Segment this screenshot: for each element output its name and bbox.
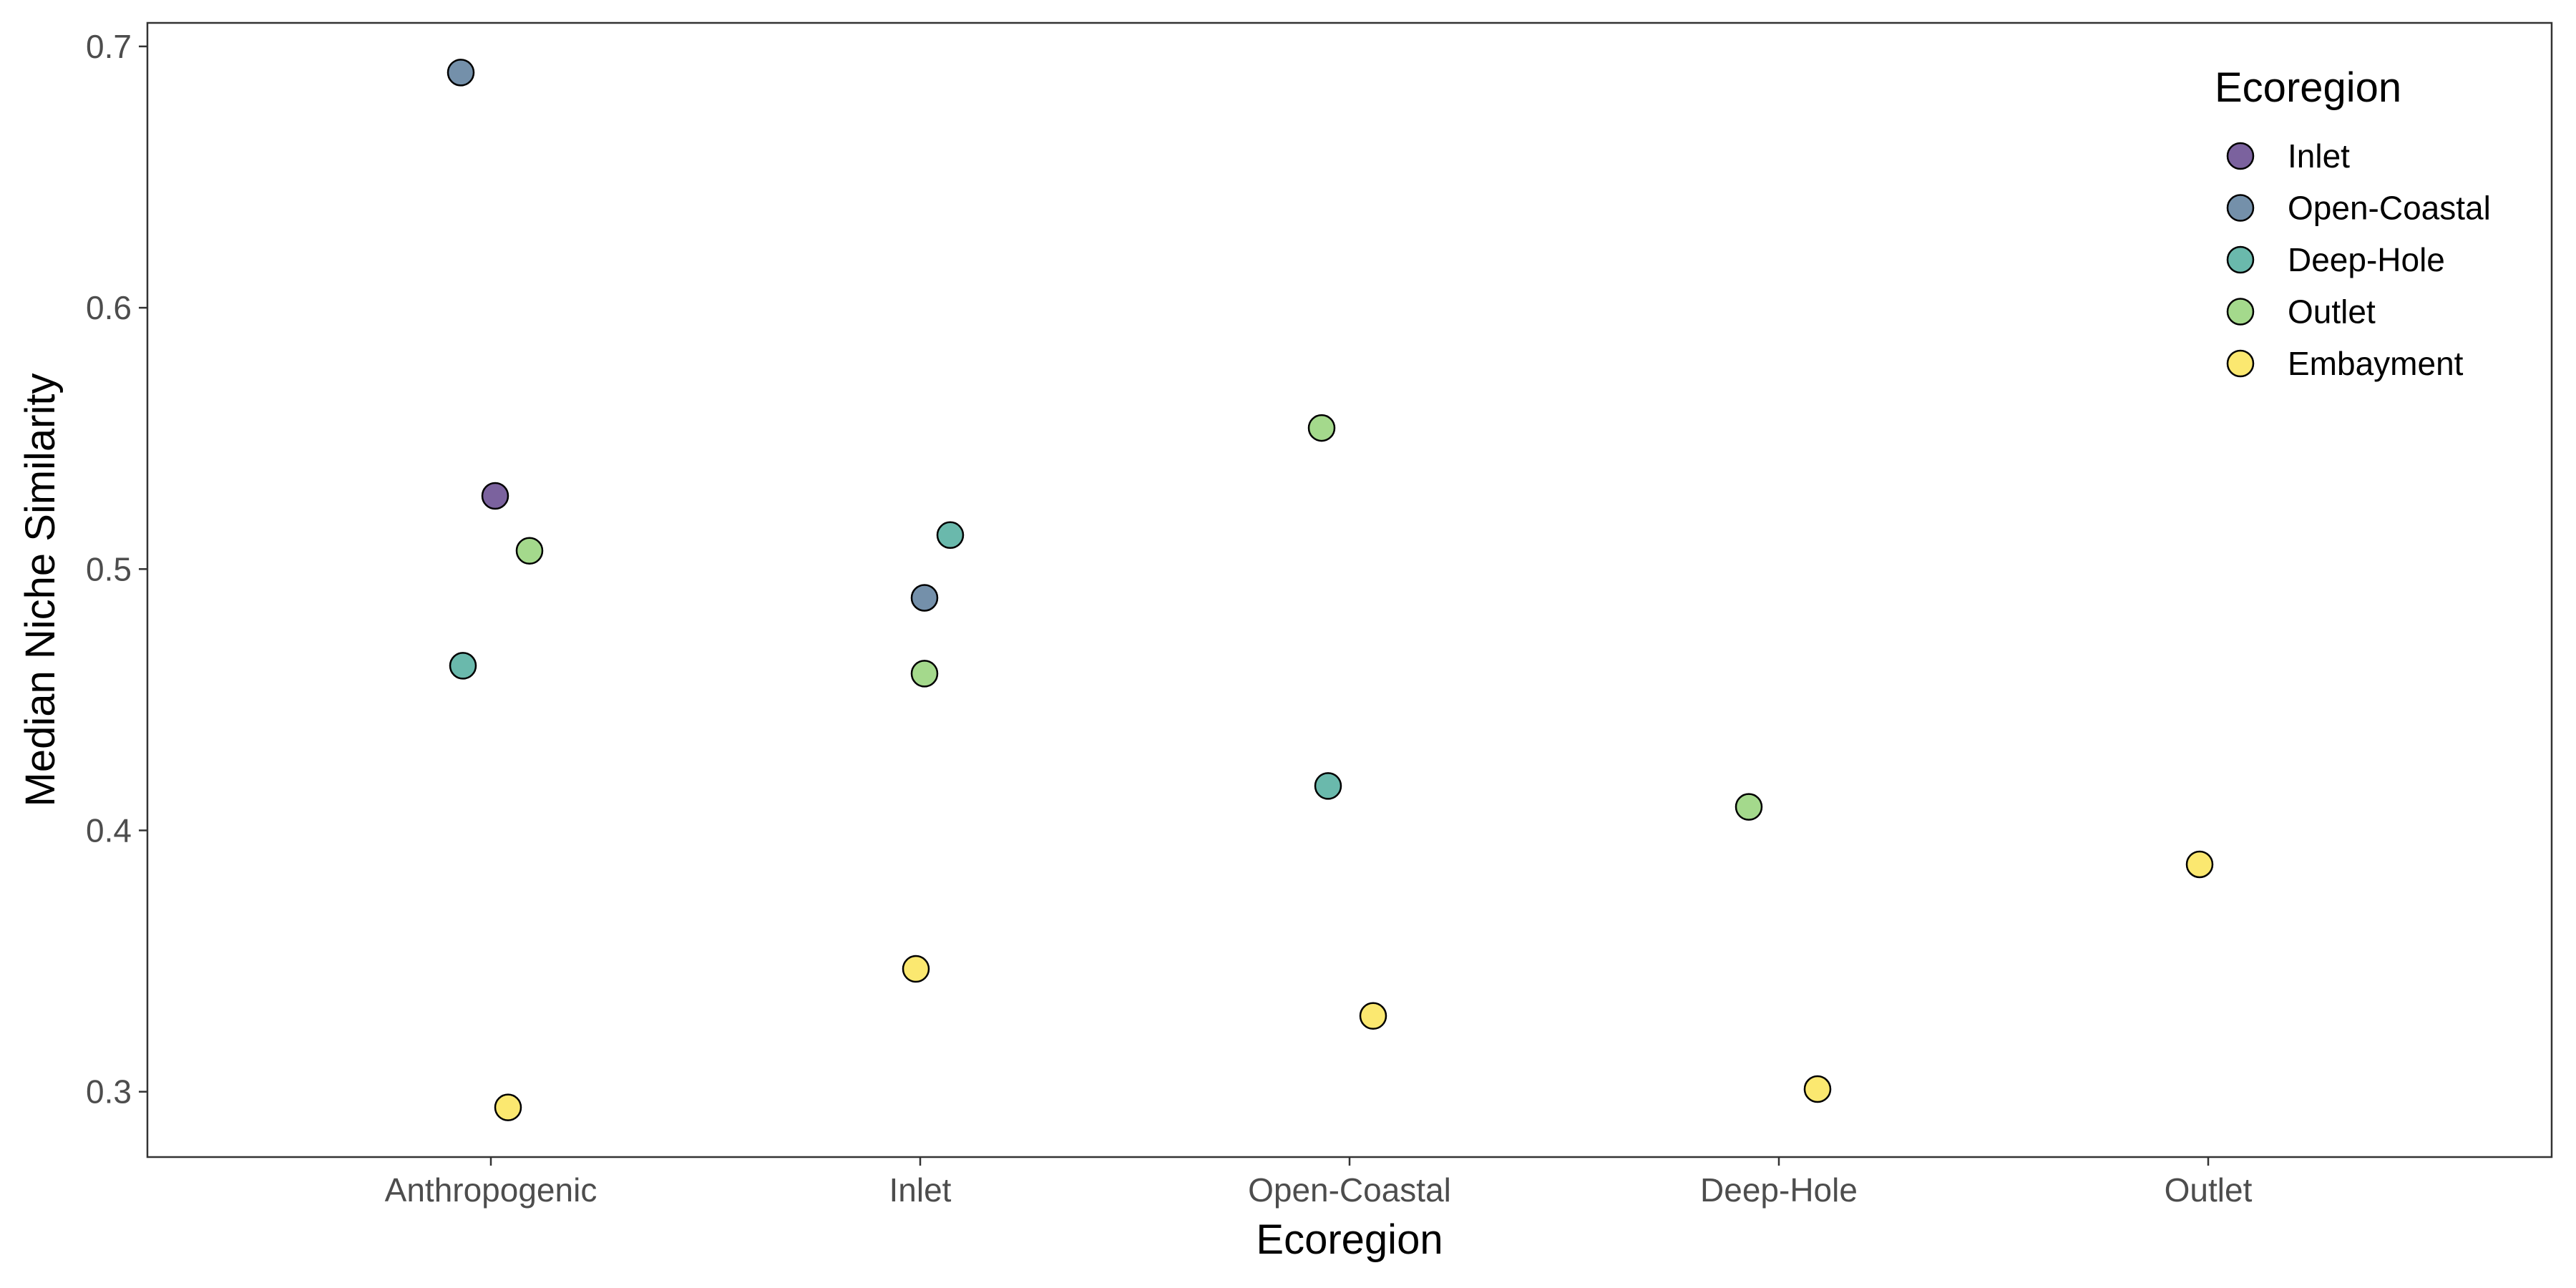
x-axis-title: Ecoregion	[1256, 1216, 1443, 1263]
y-axis-title: Median Niche Similarity	[17, 374, 64, 807]
data-point	[481, 482, 509, 510]
x-tick-label: Inlet	[889, 1171, 952, 1209]
legend-label: Open-Coastal	[2288, 190, 2491, 227]
x-tick-label: Open-Coastal	[1248, 1171, 1451, 1209]
data-points	[447, 59, 2214, 1121]
legend-key	[2226, 298, 2255, 326]
x-tick-label: Deep-Hole	[1700, 1171, 1858, 1209]
data-point	[515, 537, 544, 565]
data-point	[910, 660, 939, 688]
data-point	[936, 521, 965, 550]
legend-label: Inlet	[2288, 137, 2350, 175]
y-tick-label: 0.4	[86, 811, 132, 849]
y-tick-label: 0.5	[86, 550, 132, 587]
data-point	[1803, 1075, 1832, 1103]
y-axis: 0.3 0.4 0.5 0.6 0.7	[86, 28, 147, 1111]
legend-item: Deep-Hole	[2226, 241, 2445, 278]
data-point	[447, 59, 475, 87]
data-point	[1735, 793, 1763, 821]
plot-panel-border	[146, 21, 2553, 1158]
legend-item: Open-Coastal	[2226, 190, 2491, 227]
x-tick-label: Outlet	[2165, 1171, 2253, 1209]
legend-label: Embayment	[2288, 345, 2464, 382]
data-point	[1307, 414, 1336, 442]
legend-key	[2226, 245, 2255, 274]
y-tick-label: 0.3	[86, 1073, 132, 1111]
y-tick-label: 0.6	[86, 289, 132, 326]
data-point	[910, 584, 939, 612]
data-point	[2185, 850, 2214, 879]
legend-key	[2226, 349, 2255, 378]
data-point	[1359, 1002, 1387, 1030]
legend-item: Inlet	[2226, 137, 2350, 175]
x-axis: Anthropogenic Inlet Open-Coastal Deep-Hole O…	[385, 1157, 2253, 1209]
legend-item: Embayment	[2226, 345, 2464, 382]
legend-key	[2226, 194, 2255, 222]
data-point	[494, 1093, 522, 1121]
y-tick-label: 0.7	[86, 28, 132, 65]
legend: Ecoregion Inlet Open-Coastal Deep-Hole Outl…	[2215, 64, 2491, 382]
legend-label: Deep-Hole	[2288, 241, 2445, 278]
legend-key	[2226, 142, 2255, 170]
legend-title: Ecoregion	[2215, 64, 2401, 111]
data-point	[902, 955, 930, 983]
x-tick-label: Anthropogenic	[385, 1171, 597, 1209]
legend-item: Outlet	[2226, 293, 2376, 331]
data-point	[1314, 772, 1342, 800]
legend-label: Outlet	[2288, 293, 2376, 331]
data-point	[449, 652, 477, 680]
